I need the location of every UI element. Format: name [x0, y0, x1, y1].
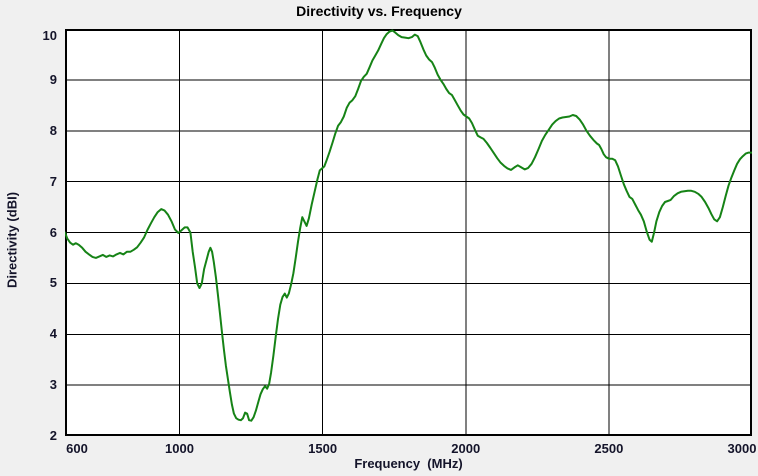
x-tick-label: 600	[66, 441, 88, 456]
y-tick-label: 5	[49, 275, 57, 291]
x-tick-label: 1500	[308, 441, 338, 456]
y-tick-label: 10	[42, 28, 57, 43]
chart-title: Directivity vs. Frequency	[296, 3, 462, 19]
x-tick-label: 3000	[727, 441, 757, 456]
y-tick-label: 4	[49, 326, 57, 342]
y-tick-label: 9	[49, 71, 57, 87]
y-tick-label: 6	[49, 224, 57, 240]
directivity-curve	[65, 29, 752, 422]
x-tick-label: 2500	[594, 441, 624, 456]
x-tick-label: 1000	[165, 441, 194, 456]
y-tick-label: 3	[49, 377, 57, 393]
x-tick-label: 2000	[451, 441, 481, 456]
y-tick-label: 7	[49, 173, 57, 189]
y-tick-label: 8	[49, 122, 57, 138]
x-axis-label: Frequency (MHz)	[354, 456, 463, 471]
plot-area	[65, 29, 752, 436]
y-tick-label: 2	[49, 428, 57, 443]
